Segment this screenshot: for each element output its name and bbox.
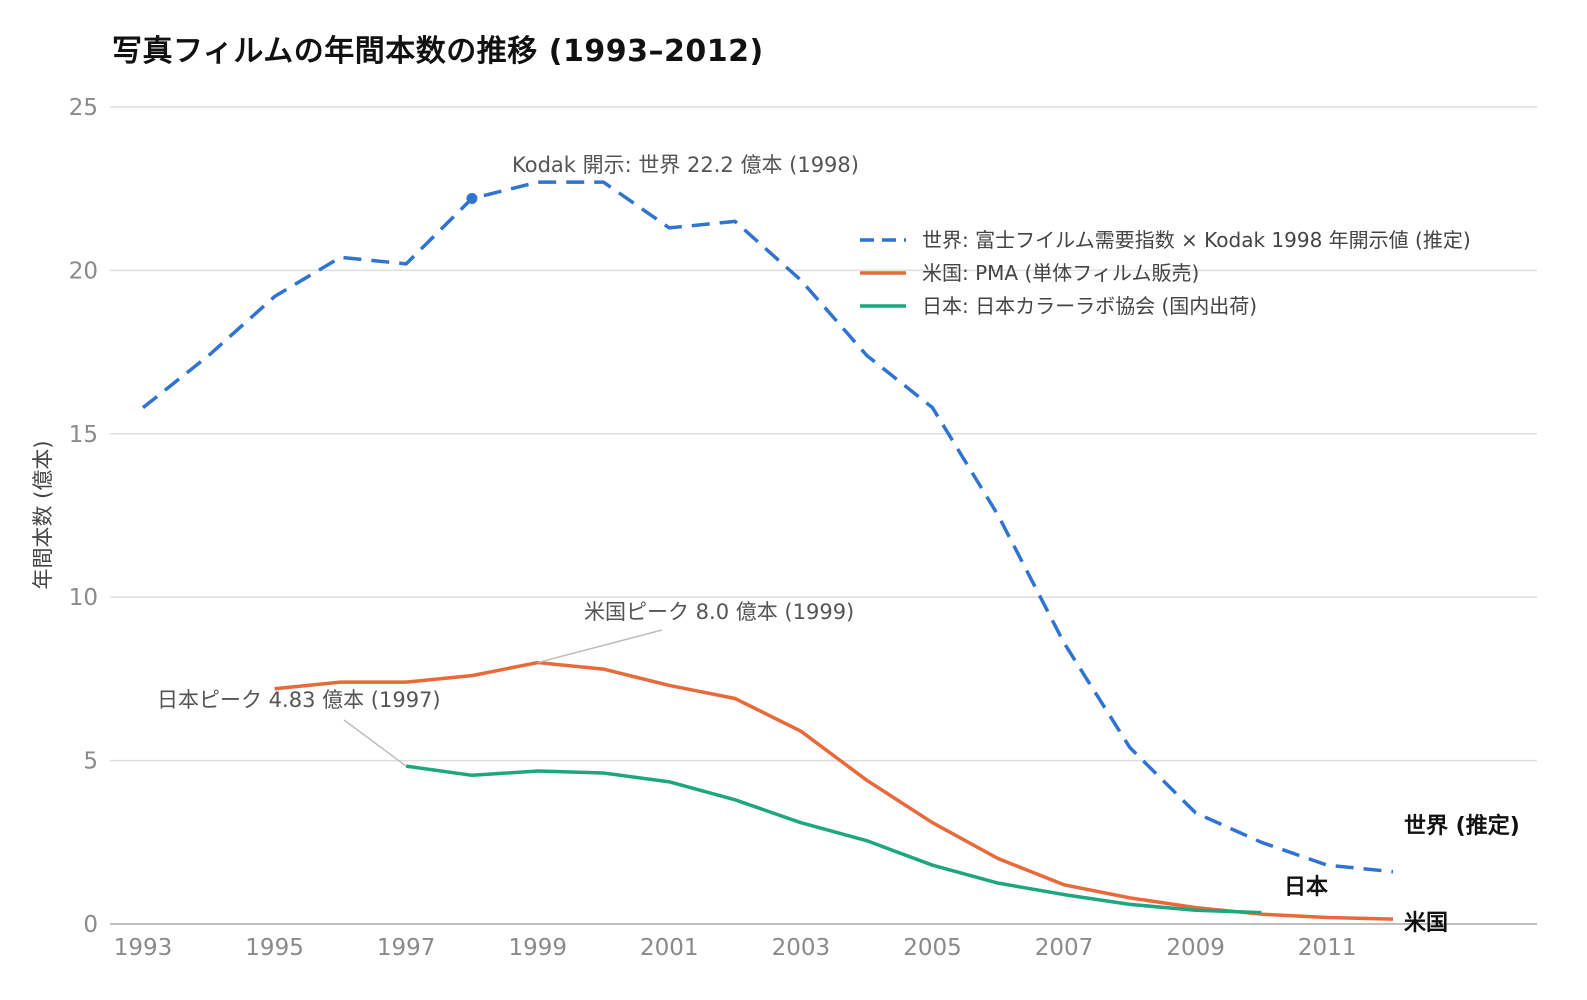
annotations: Kodak 開示: 世界 22.2 億本 (1998) 米国ピーク 8.0 億本 … [157,153,859,767]
chart-title: 写真フィルムの年間本数の推移 (1993–2012) [112,34,764,69]
legend-entry-world: 世界: 富士フイルム需要指数 × Kodak 1998 年開示値 (推定) [922,228,1471,252]
annotation-leader-line [343,719,407,767]
x-tick-label: 2009 [1166,935,1225,961]
x-tick-label: 2011 [1298,935,1357,961]
annotation-text: 日本ピーク 4.83 億本 (1997) [157,688,441,712]
y-tick-label: 10 [69,585,98,611]
annotation-marker [466,193,478,205]
legend: 世界: 富士フイルム需要指数 × Kodak 1998 年開示値 (推定) 米国:… [860,228,1471,318]
x-axis-ticks: 1993 1995 1997 1999 2001 2003 2005 2007 2009 2011 [114,935,1357,961]
annotation-text: Kodak 開示: 世界 22.2 億本 (1998) [512,153,859,177]
end-label-world: 世界 (推定) [1404,813,1520,839]
x-tick-label: 2005 [903,935,962,961]
end-label-japan: 日本 [1284,875,1328,900]
y-tick-label: 20 [69,258,98,284]
x-tick-label: 1999 [508,935,567,961]
series-end-labels: 世界 (推定) 米国 日本 [1284,813,1520,936]
y-axis-ticks: 0 5 10 15 20 25 [69,95,98,938]
annotation-leader-line [537,629,663,664]
y-tick-label: 25 [69,95,98,121]
series-lines [141,180,1394,921]
x-tick-label: 2001 [640,935,699,961]
legend-entry-us: 米国: PMA (単体フィルム販売) [922,261,1199,285]
x-tick-label: 2007 [1035,935,1094,961]
y-tick-label: 15 [69,422,98,448]
x-tick-label: 1995 [245,935,304,961]
x-tick-label: 1997 [377,935,436,961]
series-line-world [141,180,1394,874]
legend-entry-japan: 日本: 日本カラーラボ協会 (国内出荷) [922,294,1257,318]
x-tick-label: 2003 [772,935,831,961]
x-tick-label: 1993 [114,935,173,961]
grid-lines [110,106,1537,762]
end-label-us: 米国 [1404,911,1448,936]
y-tick-label: 0 [83,912,98,938]
series-line-japan [405,764,1262,915]
y-tick-label: 5 [83,749,98,775]
annotation-text: 米国ピーク 8.0 億本 (1999) [584,600,854,624]
y-axis-label: 年間本数 (億本) [31,440,55,589]
series-line-us [274,660,1394,921]
